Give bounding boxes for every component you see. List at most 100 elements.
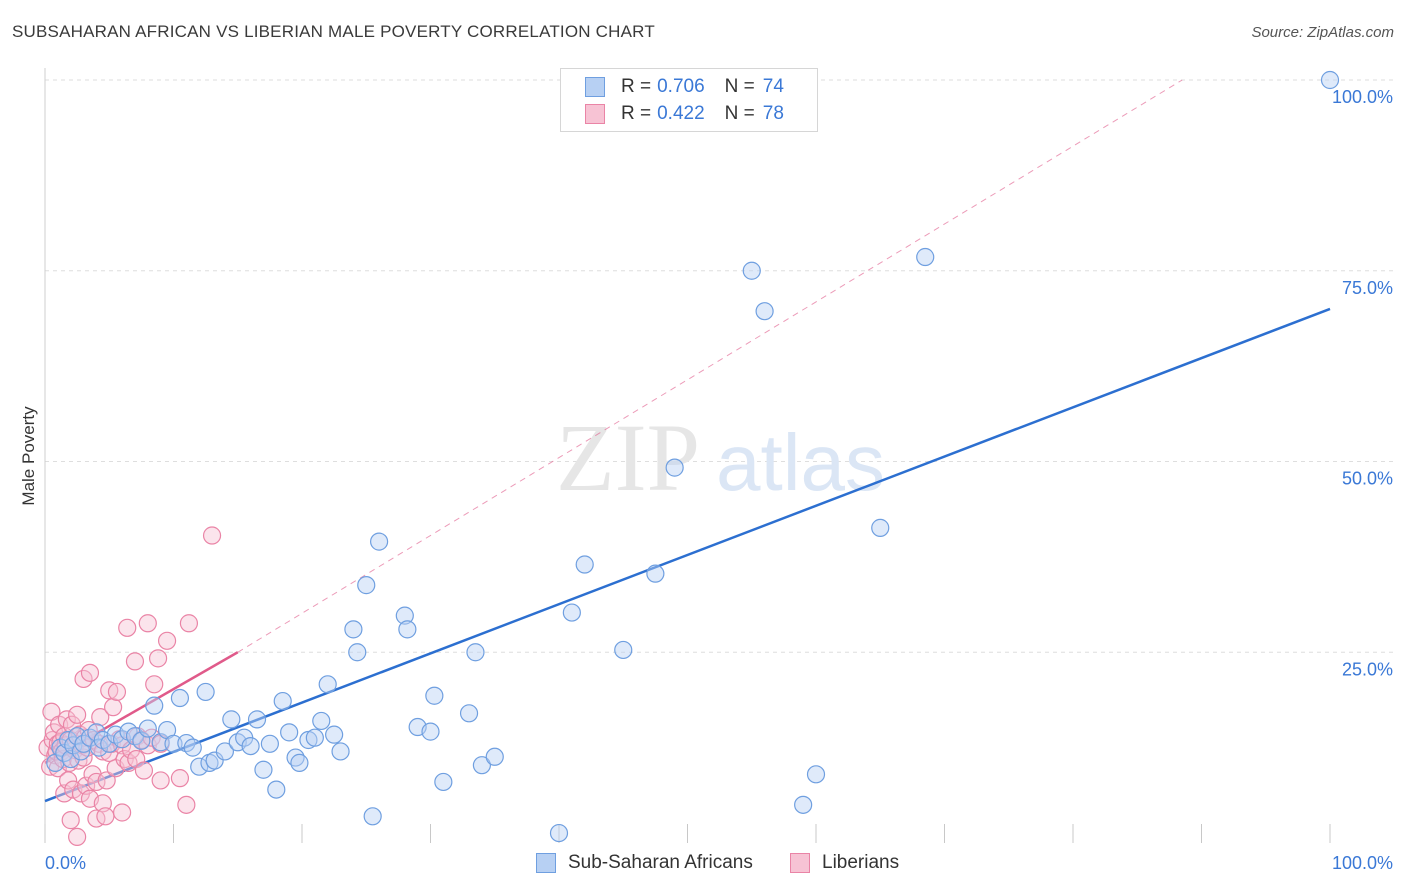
- liberian-point: [80, 663, 100, 682]
- sub-saharan-point: [363, 807, 382, 826]
- liberians-trend-extension: [237, 79, 1183, 653]
- y-tick-label: 50.0%: [1342, 469, 1393, 489]
- legend-swatch-blue: [585, 77, 605, 97]
- sub-saharan-point: [665, 458, 684, 477]
- liberian-point: [100, 681, 119, 700]
- sub-saharan-point: [425, 686, 444, 705]
- sub-saharan-point: [318, 675, 337, 694]
- liberian-point: [68, 827, 87, 846]
- liberian-point: [57, 710, 76, 729]
- sub-saharan-point: [241, 736, 260, 756]
- sub-saharan-point: [549, 823, 569, 843]
- liberians-points: [38, 526, 222, 846]
- liberian-point: [59, 771, 78, 790]
- sub-saharan-point: [215, 742, 234, 761]
- sub-saharan-point: [87, 723, 106, 742]
- liberian-point: [96, 807, 115, 826]
- x-tick-label: 100.0%: [1332, 853, 1393, 873]
- legend-row-sub-saharan: R = 0.706 N = 74: [585, 75, 804, 99]
- sub-saharan-point: [273, 691, 292, 711]
- liberian-point: [97, 771, 116, 790]
- sub-saharan-point: [575, 555, 594, 574]
- liberian-point: [118, 618, 137, 637]
- sub-saharan-point: [267, 780, 286, 799]
- sub-saharan-trend-line: [44, 307, 1331, 803]
- sub-saharan-point: [395, 606, 414, 625]
- sub-saharan-point: [325, 725, 344, 744]
- chart-title: SUBSAHARAN AFRICAN VS LIBERIAN MALE POVE…: [12, 22, 655, 41]
- legend-swatch-pink: [585, 104, 605, 124]
- liberian-point: [157, 631, 177, 650]
- sub-saharan-point: [59, 730, 78, 750]
- axes: [44, 68, 1331, 843]
- liberian-point: [62, 715, 82, 734]
- liberian-point: [202, 526, 222, 545]
- sub-saharan-point: [806, 765, 826, 784]
- sub-saharan-point: [145, 696, 164, 715]
- liberian-point: [107, 682, 127, 702]
- sub-saharan-point: [466, 643, 485, 662]
- sub-saharan-point: [916, 247, 935, 267]
- liberian-point: [177, 795, 196, 814]
- liberian-point: [61, 811, 80, 830]
- sub-saharan-point: [61, 749, 80, 769]
- liberian-point: [179, 614, 199, 633]
- sub-saharan-point: [222, 710, 241, 729]
- legend-n-label: N =: [724, 103, 755, 124]
- liberian-point: [138, 614, 157, 633]
- liberian-point: [145, 675, 164, 694]
- watermark-zip: ZIP: [556, 404, 700, 511]
- liberian-point: [148, 649, 168, 668]
- sub-saharan-point: [247, 710, 267, 729]
- sub-saharan-points: [46, 70, 1340, 843]
- sub-saharan-point: [183, 738, 202, 757]
- liberian-point: [151, 771, 170, 790]
- bottom-legend-swatch-pink: [790, 853, 810, 873]
- sub-saharan-point: [614, 640, 633, 660]
- sub-saharan-point: [260, 734, 279, 753]
- y-tick-label: 100.0%: [1332, 87, 1393, 107]
- liberian-point: [134, 761, 154, 780]
- liberian-point: [125, 652, 145, 671]
- liberian-point: [112, 803, 132, 822]
- legend-n-value: 78: [762, 103, 784, 124]
- sub-saharan-point: [205, 751, 224, 770]
- y-tick-label: 75.0%: [1342, 278, 1393, 298]
- legend-r-value: 0.706: [657, 76, 705, 97]
- gridlines: [45, 79, 1395, 653]
- y-axis-label: Male Poverty: [19, 406, 38, 506]
- bottom-legend-sub-saharan: Sub-Saharan Africans: [536, 852, 753, 874]
- sub-saharan-point: [348, 643, 367, 662]
- x-tick-label: 0.0%: [45, 853, 86, 873]
- sub-saharan-point: [312, 711, 331, 731]
- sub-saharan-point: [357, 576, 376, 595]
- watermark-atlas: atlas: [716, 418, 885, 507]
- sub-saharan-point: [331, 742, 350, 761]
- sub-saharan-point: [190, 757, 209, 776]
- sub-saharan-point: [434, 772, 453, 792]
- legend-r-label: R =: [621, 76, 652, 97]
- sub-saharan-point: [742, 261, 761, 280]
- bottom-legend-label-sub-saharan: Sub-Saharan Africans: [568, 852, 753, 873]
- sub-saharan-point: [421, 722, 440, 741]
- sub-saharan-point: [871, 518, 890, 537]
- sub-saharan-point: [344, 620, 363, 639]
- sub-saharan-point: [562, 603, 581, 622]
- source-label: Source: ZipAtlas.com: [1251, 24, 1394, 41]
- liberian-point: [104, 698, 123, 717]
- sub-saharan-point: [485, 747, 504, 766]
- sub-saharan-point: [280, 723, 299, 742]
- legend-n-label: N =: [724, 76, 755, 97]
- sub-saharan-point: [646, 564, 665, 583]
- sub-saharan-point: [472, 756, 491, 775]
- sub-saharan-point: [459, 704, 479, 723]
- sub-saharan-point: [196, 682, 215, 702]
- legend-r-label: R =: [621, 103, 652, 124]
- bottom-legend-label-liberians: Liberians: [822, 852, 900, 873]
- bottom-legend-swatch-blue: [536, 853, 556, 873]
- sub-saharan-point: [305, 728, 324, 747]
- sub-saharan-point: [398, 620, 417, 639]
- sub-saharan-point: [164, 734, 183, 753]
- sub-saharan-point: [290, 753, 309, 772]
